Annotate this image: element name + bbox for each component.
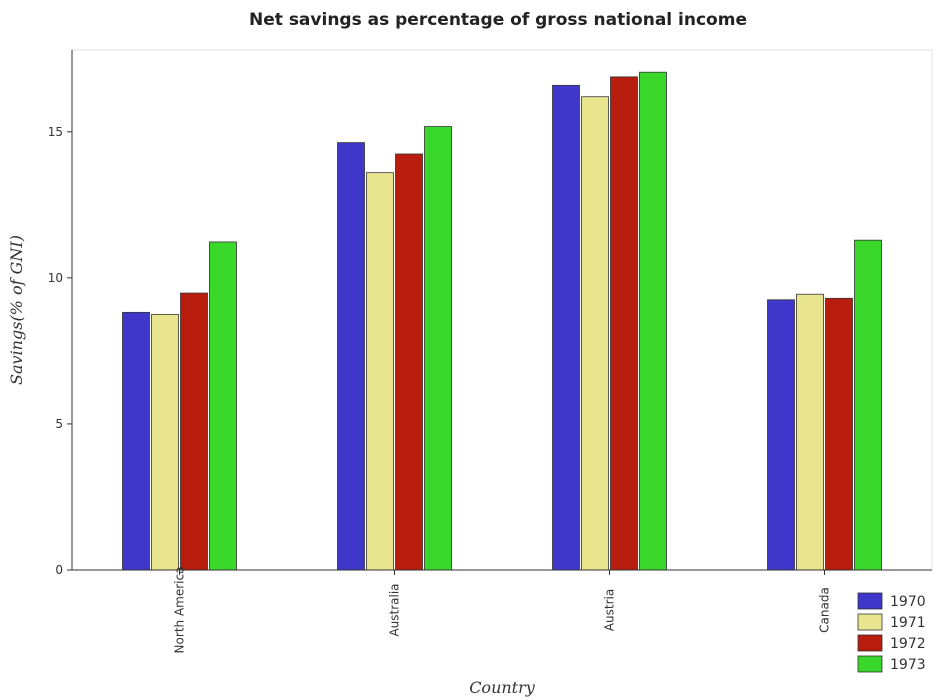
bar-canada-1973 bbox=[854, 239, 882, 571]
bar-north-america-1972 bbox=[180, 292, 208, 571]
bar-austria-1970 bbox=[552, 84, 580, 571]
x-tick-label: North America bbox=[173, 567, 187, 654]
bar-australia-1970 bbox=[337, 142, 365, 571]
bars-layer bbox=[122, 71, 882, 571]
bar-north-america-1971 bbox=[151, 313, 179, 571]
bar-austria-1972 bbox=[610, 76, 638, 571]
legend-swatch-1972 bbox=[857, 634, 883, 652]
y-ticks: 0 5 10 15 bbox=[48, 125, 72, 577]
legend-label-1971: 1971 bbox=[890, 615, 926, 631]
legend-swatch-1973 bbox=[857, 655, 883, 673]
y-tick-label: 15 bbox=[48, 125, 63, 139]
bar-australia-1971 bbox=[366, 172, 394, 571]
chart-title: Net savings as percentage of gross natio… bbox=[249, 10, 747, 30]
x-tick-label: Austria bbox=[603, 589, 617, 631]
y-tick-label: 0 bbox=[55, 563, 63, 577]
bar-australia-1972 bbox=[395, 153, 423, 571]
y-axis-label: Savings(% of GNI) bbox=[7, 235, 26, 385]
bar-canada-1972 bbox=[825, 297, 853, 571]
x-axis-label: Country bbox=[469, 678, 536, 697]
x-tick-label: Canada bbox=[818, 587, 832, 633]
bar-austria-1971 bbox=[581, 96, 609, 571]
x-ticks: North America Australia Austria Canada bbox=[173, 567, 832, 654]
legend: 1970 1971 1972 1973 bbox=[857, 592, 926, 673]
bar-austria-1973 bbox=[639, 71, 667, 571]
bar-canada-1970 bbox=[767, 299, 795, 571]
y-tick-label: 10 bbox=[48, 271, 63, 285]
legend-swatch-1971 bbox=[857, 613, 883, 631]
x-tick-label: Australia bbox=[388, 583, 402, 636]
bar-north-america-1970 bbox=[122, 311, 150, 571]
legend-label-1970: 1970 bbox=[890, 594, 926, 610]
legend-swatch-1970 bbox=[857, 592, 883, 610]
legend-label-1972: 1972 bbox=[890, 636, 926, 652]
bar-north-america-1973 bbox=[209, 241, 237, 571]
legend-label-1973: 1973 bbox=[890, 657, 926, 673]
y-tick-label: 5 bbox=[55, 417, 63, 431]
bar-canada-1971 bbox=[796, 293, 824, 571]
bar-australia-1973 bbox=[424, 126, 452, 571]
